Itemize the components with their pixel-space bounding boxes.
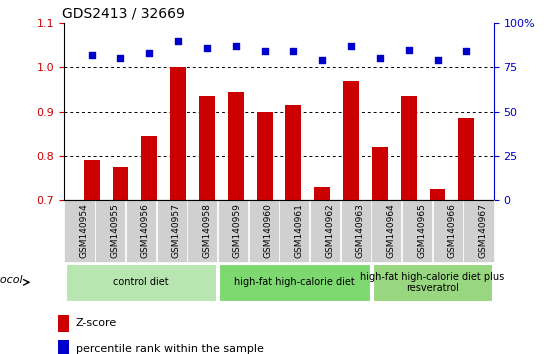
Bar <box>157 200 186 262</box>
Text: protocol: protocol <box>0 275 22 285</box>
Bar <box>84 160 99 200</box>
Bar <box>310 200 340 262</box>
Bar <box>57 340 69 354</box>
Text: percentile rank within the sample: percentile rank within the sample <box>76 344 263 354</box>
Point <box>376 56 384 61</box>
Bar <box>372 200 401 262</box>
Text: control diet: control diet <box>113 277 169 287</box>
Text: GSM140960: GSM140960 <box>263 203 273 258</box>
Bar <box>141 136 157 200</box>
Text: GSM140961: GSM140961 <box>295 203 304 258</box>
Point <box>347 43 355 49</box>
Bar <box>219 264 369 301</box>
Bar <box>459 118 474 200</box>
Point <box>87 52 96 58</box>
Bar <box>199 96 215 200</box>
Text: GSM140954: GSM140954 <box>79 203 89 258</box>
Bar <box>170 67 186 200</box>
Bar <box>57 315 69 332</box>
Bar <box>187 200 217 262</box>
Bar <box>373 264 492 301</box>
Point <box>116 56 125 61</box>
Bar <box>464 200 493 262</box>
Point <box>289 48 298 54</box>
Text: GSM140963: GSM140963 <box>356 203 365 258</box>
Text: GSM140966: GSM140966 <box>448 203 457 258</box>
Text: GSM140958: GSM140958 <box>202 203 211 258</box>
Bar <box>65 200 94 262</box>
Bar <box>341 200 371 262</box>
Bar <box>314 187 330 200</box>
Bar <box>430 189 445 200</box>
Bar <box>402 200 432 262</box>
Point <box>318 57 326 63</box>
Bar <box>113 167 128 200</box>
Text: GSM140967: GSM140967 <box>478 203 488 258</box>
Point <box>260 48 269 54</box>
Bar <box>280 200 309 262</box>
Bar <box>286 105 301 200</box>
Point <box>462 48 471 54</box>
Bar <box>218 200 248 262</box>
Bar <box>343 81 359 200</box>
Text: high-fat high-calorie diet plus
resveratrol: high-fat high-calorie diet plus resverat… <box>360 272 504 293</box>
Text: GSM140959: GSM140959 <box>233 203 242 258</box>
Point <box>433 57 442 63</box>
Bar <box>126 200 156 262</box>
Bar <box>372 147 388 200</box>
Text: GSM140965: GSM140965 <box>417 203 426 258</box>
Text: GSM140964: GSM140964 <box>386 203 396 258</box>
Text: GDS2413 / 32669: GDS2413 / 32669 <box>62 6 185 21</box>
Point <box>145 50 154 56</box>
Point <box>404 47 413 52</box>
Bar <box>95 200 125 262</box>
Point <box>232 43 240 49</box>
Bar <box>228 92 244 200</box>
Bar <box>257 112 272 200</box>
Bar <box>433 200 463 262</box>
Bar <box>401 96 417 200</box>
Text: GSM140957: GSM140957 <box>171 203 181 258</box>
Point <box>174 38 182 44</box>
Text: high-fat high-calorie diet: high-fat high-calorie diet <box>234 277 355 287</box>
Bar <box>66 264 216 301</box>
Bar <box>249 200 278 262</box>
Text: GSM140956: GSM140956 <box>141 203 150 258</box>
Text: GSM140955: GSM140955 <box>110 203 119 258</box>
Point <box>203 45 211 51</box>
Text: Z-score: Z-score <box>76 318 117 328</box>
Text: GSM140962: GSM140962 <box>325 203 334 258</box>
